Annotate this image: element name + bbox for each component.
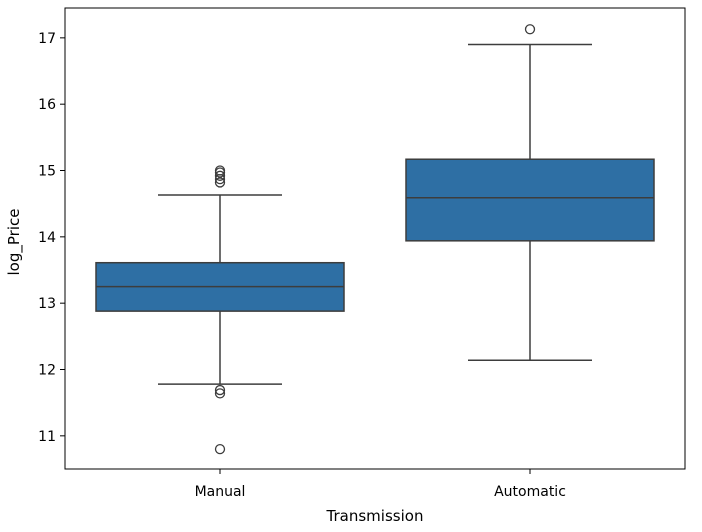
x-axis-label: Transmission	[326, 507, 424, 525]
y-tick-label: 13	[38, 296, 56, 312]
iqr-box	[405, 158, 655, 242]
outlier-point	[214, 165, 226, 176]
y-tick-label: 12	[38, 363, 56, 379]
box-manual	[95, 165, 345, 455]
box-automatic	[405, 24, 655, 361]
x-tick-label: Manual	[195, 484, 246, 500]
y-tick-label: 15	[38, 164, 56, 180]
outlier-point	[214, 443, 226, 455]
box-series	[95, 24, 655, 455]
y-tick-label: 16	[38, 97, 56, 113]
x-tick-label: Automatic	[494, 484, 566, 500]
outlier-point	[214, 177, 226, 188]
outlier-point	[214, 388, 226, 399]
outlier-point	[524, 24, 536, 35]
y-tick-label: 11	[38, 429, 56, 445]
y-tick-label: 14	[38, 230, 56, 246]
y-axis-label: log_Price	[5, 209, 24, 276]
outlier-point	[214, 384, 226, 396]
y-axis: 11 12 13 14 15 16 17	[38, 31, 65, 445]
y-tick-label: 17	[38, 31, 56, 47]
x-axis: Manual Automatic	[195, 469, 566, 500]
outlier-point	[214, 170, 226, 181]
